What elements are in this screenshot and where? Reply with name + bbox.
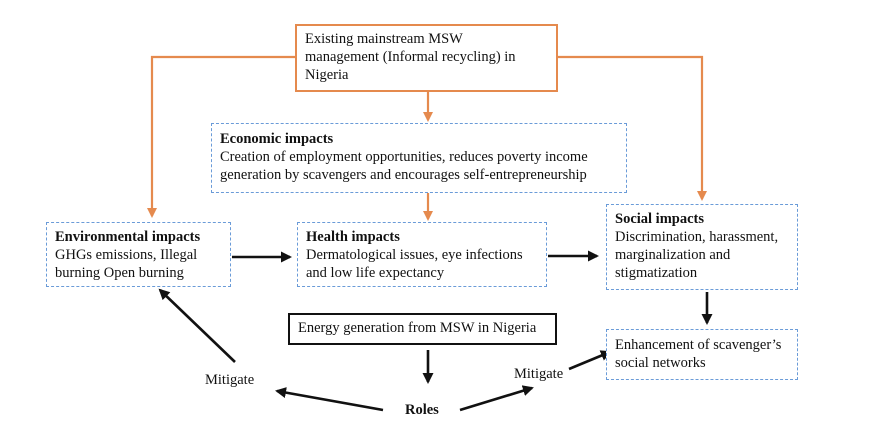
health-impacts-line: Dermatological issues, eye infections [306,247,523,263]
social-impacts-line: marginalization and [615,247,731,263]
enhancement-box: Enhancement of scavenger’s social networ… [606,329,798,380]
existing-msw-line: management (Informal recycling) in [305,49,516,65]
arrow-roles-to-mitigate-right [459,385,534,412]
mitigate-left-label: Mitigate [205,372,255,388]
energy-generation-box: Energy generation from MSW in Nigeria [288,313,557,345]
social-impacts-title: Social impacts [615,211,705,227]
environmental-impacts-title: Environmental impacts [55,229,201,245]
social-impacts-line: Discrimination, harassment, [615,229,779,245]
economic-impacts-title: Economic impacts [220,131,334,147]
existing-msw-box: Existing mainstream MSW management (Info… [295,24,558,92]
energy-generation-line: Energy generation from MSW in Nigeria [298,320,537,336]
arrow-existing-to-social [558,55,707,201]
economic-impacts-box: Economic impacts Creation of employment … [211,123,627,193]
arrow-existing-to-environmental [147,55,295,218]
environmental-impacts-line: GHGs emissions, Illegal [55,247,198,263]
arrow-roles-to-mitigate-left [275,387,384,412]
existing-msw-line: Existing mainstream MSW [305,31,463,47]
social-impacts-line: stigmatization [615,265,698,281]
economic-impacts-line: Creation of employment opportunities, re… [220,149,588,165]
economic-impacts-line: generation by scavengers and encourages … [220,167,587,183]
health-impacts-box: Health impacts Dermatological issues, ey… [297,222,547,287]
enhancement-line: Enhancement of scavenger’s [615,337,782,353]
arrow-mitigate-to-environmental [158,288,236,363]
environmental-impacts-line: burning Open burning [55,265,184,281]
arrow-mitigate-to-enhancement [568,350,612,371]
roles-label: Roles [405,402,439,418]
social-impacts-box: Social impacts Discrimination, harassmen… [606,204,798,290]
enhancement-line: social networks [615,355,706,371]
health-impacts-line: and low life expectancy [306,265,445,281]
health-impacts-title: Health impacts [306,229,400,245]
mitigate-right-label: Mitigate [514,366,564,382]
existing-msw-line: Nigeria [305,67,349,83]
environmental-impacts-box: Environmental impacts GHGs emissions, Il… [46,222,231,287]
